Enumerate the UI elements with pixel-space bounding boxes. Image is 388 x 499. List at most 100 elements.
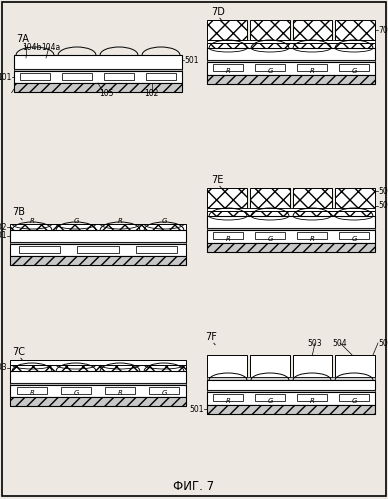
- Text: 7C: 7C: [12, 347, 25, 357]
- Text: R: R: [118, 390, 123, 396]
- Text: 7D: 7D: [211, 7, 225, 17]
- Text: R: R: [29, 390, 35, 396]
- Bar: [255, 64, 285, 71]
- Text: G: G: [161, 390, 167, 396]
- Text: 505: 505: [378, 187, 388, 196]
- Text: R: R: [118, 218, 123, 224]
- Text: R: R: [29, 218, 35, 224]
- Bar: [250, 355, 289, 377]
- Bar: [213, 232, 243, 239]
- Bar: [136, 246, 177, 253]
- Bar: [78, 246, 118, 253]
- Text: G: G: [73, 390, 79, 396]
- Bar: [250, 20, 289, 40]
- Text: R: R: [225, 398, 230, 404]
- Bar: [207, 208, 375, 211]
- Text: G: G: [267, 236, 273, 242]
- Bar: [61, 387, 92, 394]
- Bar: [207, 230, 375, 243]
- Bar: [14, 83, 182, 92]
- Bar: [105, 387, 135, 394]
- Bar: [207, 43, 375, 48]
- Bar: [207, 355, 247, 377]
- Bar: [19, 246, 60, 253]
- Text: 7B: 7B: [12, 207, 25, 217]
- Bar: [10, 224, 186, 230]
- Text: 7A: 7A: [16, 34, 29, 44]
- Text: 105: 105: [99, 88, 114, 97]
- Text: 502: 502: [378, 338, 388, 347]
- Text: 701: 701: [0, 232, 7, 241]
- Bar: [207, 392, 375, 405]
- Text: R: R: [225, 236, 230, 242]
- Bar: [207, 377, 375, 380]
- Text: ФИГ. 7: ФИГ. 7: [173, 481, 215, 494]
- Bar: [17, 387, 47, 394]
- Bar: [293, 355, 332, 377]
- Bar: [207, 380, 375, 390]
- Text: 703: 703: [0, 363, 7, 372]
- Bar: [10, 256, 186, 265]
- Bar: [207, 40, 375, 43]
- Bar: [10, 242, 186, 244]
- Bar: [297, 394, 327, 401]
- Text: G: G: [267, 68, 273, 74]
- Text: G: G: [351, 398, 357, 404]
- Text: G: G: [267, 398, 273, 404]
- Text: 501: 501: [189, 405, 204, 414]
- Bar: [339, 64, 369, 71]
- Bar: [20, 73, 50, 80]
- Text: G: G: [161, 218, 167, 224]
- Bar: [10, 230, 186, 242]
- Bar: [10, 360, 186, 365]
- Text: 503: 503: [308, 338, 322, 347]
- Bar: [255, 394, 285, 401]
- Bar: [293, 20, 332, 40]
- Bar: [213, 64, 243, 71]
- Bar: [339, 394, 369, 401]
- Bar: [207, 405, 375, 414]
- Text: 102: 102: [145, 88, 159, 97]
- Bar: [335, 355, 375, 377]
- Bar: [207, 228, 375, 230]
- Bar: [10, 397, 186, 406]
- Bar: [250, 188, 289, 208]
- Bar: [10, 244, 186, 256]
- Bar: [104, 73, 134, 80]
- Bar: [14, 71, 182, 83]
- Bar: [335, 188, 375, 208]
- Text: G: G: [351, 236, 357, 242]
- Text: 7E: 7E: [211, 175, 223, 185]
- Text: 501: 501: [184, 55, 199, 64]
- Text: 104a: 104a: [41, 42, 60, 51]
- Bar: [207, 48, 375, 60]
- Bar: [10, 371, 186, 383]
- Text: R: R: [310, 398, 314, 404]
- Bar: [14, 55, 182, 69]
- Bar: [207, 60, 375, 62]
- Text: R: R: [310, 236, 314, 242]
- Bar: [207, 216, 375, 228]
- Text: 504: 504: [378, 202, 388, 211]
- Bar: [207, 62, 375, 75]
- Bar: [62, 73, 92, 80]
- Bar: [255, 232, 285, 239]
- Bar: [339, 232, 369, 239]
- Bar: [297, 232, 327, 239]
- Bar: [335, 20, 375, 40]
- Text: 104b: 104b: [22, 42, 42, 51]
- Text: 504: 504: [333, 338, 347, 347]
- Bar: [10, 383, 186, 385]
- Bar: [213, 394, 243, 401]
- Bar: [207, 75, 375, 84]
- Bar: [10, 365, 186, 371]
- Text: 7F: 7F: [205, 332, 217, 342]
- Bar: [10, 385, 186, 397]
- Bar: [293, 188, 332, 208]
- Bar: [146, 73, 176, 80]
- Text: 704: 704: [378, 25, 388, 34]
- Bar: [149, 387, 179, 394]
- Bar: [297, 64, 327, 71]
- Bar: [207, 188, 247, 208]
- Bar: [207, 211, 375, 216]
